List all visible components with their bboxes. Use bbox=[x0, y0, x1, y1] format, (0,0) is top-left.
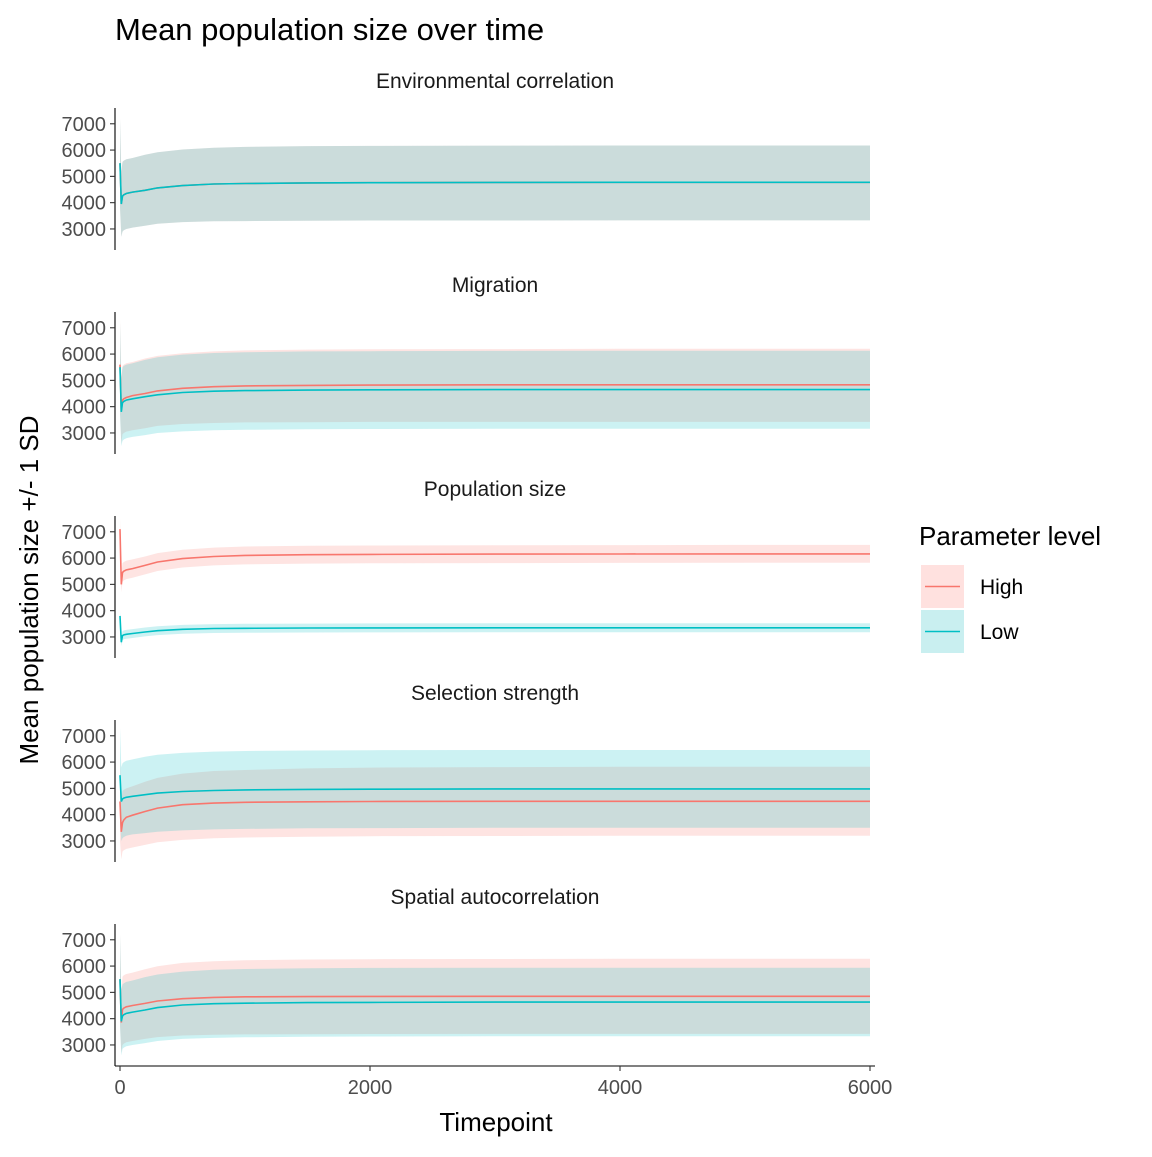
ribbon-high bbox=[120, 934, 870, 1053]
legend-label: Low bbox=[980, 621, 1019, 644]
panel-title: Selection strength bbox=[411, 682, 579, 705]
y-tick-label: 5000 bbox=[62, 982, 107, 1004]
y-tick-label: 4000 bbox=[62, 805, 107, 827]
y-tick-label: 6000 bbox=[62, 140, 107, 162]
legend-label: High bbox=[980, 576, 1023, 599]
mean-line-low bbox=[119, 775, 870, 802]
panel-0: Environmental correlation 3000 4000 5000 600… bbox=[62, 70, 870, 250]
plot-area bbox=[119, 518, 870, 647]
y-tick-label: 7000 bbox=[62, 726, 107, 748]
panel-title: Migration bbox=[452, 274, 538, 297]
plot-area bbox=[119, 727, 870, 860]
y-tick-label: 6000 bbox=[62, 956, 107, 978]
y-tick-label: 3000 bbox=[62, 627, 107, 649]
panel-title: Population size bbox=[424, 478, 566, 501]
y-tick-label: 4000 bbox=[62, 601, 107, 623]
mean-line-high bbox=[119, 364, 870, 411]
ribbon-high bbox=[120, 118, 870, 237]
ribbon-high bbox=[120, 319, 870, 444]
y-tick-label: 5000 bbox=[62, 778, 107, 800]
mean-line-low bbox=[119, 979, 870, 1022]
legend-item-high: High bbox=[921, 565, 1023, 608]
y-tick-label: 7000 bbox=[62, 318, 107, 340]
ribbon-low bbox=[120, 727, 870, 841]
ribbon-high bbox=[120, 762, 870, 860]
ribbon-low bbox=[120, 934, 870, 1056]
y-axis: 3000 4000 5000 6000 7000 bbox=[62, 516, 116, 658]
x-tick-label: 4000 bbox=[598, 1077, 643, 1099]
chart-title: Mean population size over time bbox=[115, 12, 544, 47]
legend: Parameter level High Low bbox=[919, 521, 1101, 653]
y-axis: 3000 4000 5000 6000 7000 bbox=[62, 924, 116, 1066]
plot-area bbox=[119, 319, 870, 447]
y-tick-label: 7000 bbox=[62, 930, 107, 952]
y-tick-label: 7000 bbox=[62, 522, 107, 544]
y-tick-label: 7000 bbox=[62, 114, 107, 136]
mean-line-low bbox=[119, 163, 870, 205]
plot-area bbox=[119, 118, 870, 237]
x-axis: 0 2000 4000 6000 bbox=[114, 1065, 893, 1099]
y-axis: 3000 4000 5000 6000 7000 bbox=[62, 312, 116, 454]
y-tick-label: 5000 bbox=[62, 574, 107, 596]
x-axis-title: Timepoint bbox=[439, 1107, 553, 1137]
mean-line-high bbox=[119, 800, 870, 832]
plot-area bbox=[119, 934, 870, 1056]
panel-2: Population size 3000 4000 5000 6000 7000 bbox=[62, 478, 870, 658]
panel-title: Spatial autocorrelation bbox=[391, 886, 600, 909]
y-tick-label: 6000 bbox=[62, 548, 107, 570]
panel-1: Migration 3000 4000 5000 6000 7000 bbox=[62, 274, 870, 454]
mean-line-high bbox=[119, 979, 870, 1023]
y-tick-label: 3000 bbox=[62, 219, 107, 241]
panel-3: Selection strength 3000 4000 5000 6000 7000 bbox=[62, 682, 870, 862]
y-tick-label: 4000 bbox=[62, 193, 107, 215]
panel-4: Spatial autocorrelation 3000 4000 5000 6000 7… bbox=[62, 886, 870, 1066]
y-axis: 3000 4000 5000 6000 7000 bbox=[62, 108, 116, 250]
y-axis-title: Mean population size +/- 1 SD bbox=[14, 415, 44, 764]
y-axis: 3000 4000 5000 6000 7000 bbox=[62, 720, 116, 862]
x-tick-label: 2000 bbox=[348, 1077, 393, 1099]
y-tick-label: 5000 bbox=[62, 370, 107, 392]
panel-title: Environmental correlation bbox=[376, 70, 614, 93]
y-tick-label: 6000 bbox=[62, 344, 107, 366]
y-tick-label: 6000 bbox=[62, 752, 107, 774]
y-tick-label: 5000 bbox=[62, 166, 107, 188]
x-tick-label: 6000 bbox=[848, 1077, 893, 1099]
mean-line-low bbox=[119, 615, 870, 643]
ribbon-low bbox=[120, 118, 870, 237]
x-tick-label: 0 bbox=[114, 1077, 125, 1099]
ribbon-high bbox=[120, 518, 870, 593]
panels-layer: Environmental correlation 3000 4000 5000 600… bbox=[62, 70, 870, 1066]
legend-item-low: Low bbox=[921, 610, 1019, 653]
y-tick-label: 3000 bbox=[62, 1035, 107, 1057]
mean-line-low bbox=[119, 367, 870, 413]
y-tick-label: 4000 bbox=[62, 397, 107, 419]
y-tick-label: 3000 bbox=[62, 423, 107, 445]
legend-title: Parameter level bbox=[919, 521, 1101, 551]
y-tick-label: 3000 bbox=[62, 831, 107, 853]
y-tick-label: 4000 bbox=[62, 1009, 107, 1031]
mean-line-high bbox=[119, 529, 870, 585]
